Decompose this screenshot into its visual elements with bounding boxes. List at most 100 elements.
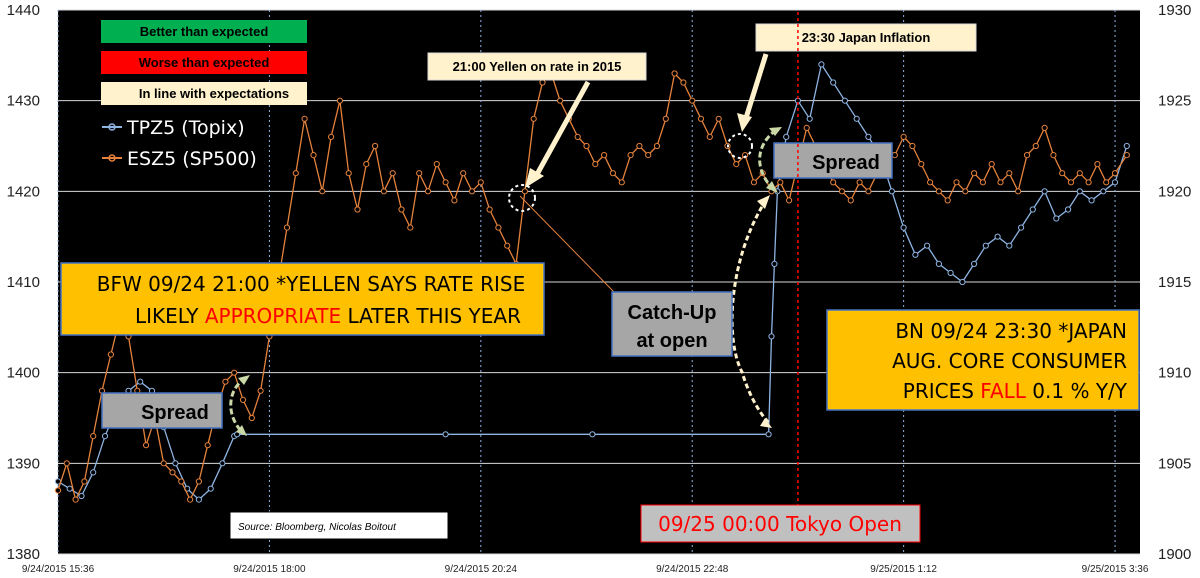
series-point bbox=[841, 97, 849, 104]
series-point bbox=[398, 206, 405, 213]
series-point bbox=[90, 469, 97, 476]
legend-inline-swatch bbox=[101, 82, 307, 105]
japan-event-callout: 23:30 Japan Inflation bbox=[727, 23, 977, 159]
x-tick-label: 9/24/2015 18:00 bbox=[233, 564, 306, 575]
series-point bbox=[777, 179, 784, 186]
series-point bbox=[495, 224, 502, 231]
japan-headline-line1: BN 09/24 23:30 *JAPAN bbox=[895, 319, 1127, 343]
series-point bbox=[680, 79, 687, 86]
series-point bbox=[160, 460, 167, 467]
spread-right-label: Spread bbox=[812, 152, 880, 174]
japan-event-arrow bbox=[743, 53, 769, 119]
source-note: Source: Bloomberg, Nicolas Boitout bbox=[229, 511, 449, 540]
series-point bbox=[1041, 124, 1048, 132]
series-point bbox=[63, 460, 70, 467]
spread-right-box bbox=[773, 142, 893, 179]
series-point bbox=[953, 179, 960, 186]
series-point bbox=[389, 170, 396, 177]
x-tick-label: 9/25/2015 1:12 bbox=[870, 564, 937, 575]
japan-headline-box bbox=[826, 309, 1140, 411]
series-point bbox=[433, 161, 440, 168]
series-point bbox=[771, 260, 778, 267]
left-axis: 1380 1390 1400 1410 1420 1430 1440 bbox=[7, 2, 40, 563]
series-point bbox=[1067, 179, 1075, 186]
left-tick-label: 1440 bbox=[7, 2, 40, 19]
series-point bbox=[618, 179, 625, 186]
series-point bbox=[1050, 152, 1057, 159]
series-point bbox=[187, 496, 194, 503]
series-point bbox=[1041, 188, 1048, 195]
series-point bbox=[636, 142, 643, 150]
series-point bbox=[1103, 179, 1110, 186]
legend-worse-label: Worse than expected bbox=[139, 55, 270, 70]
legend-topix-marker bbox=[108, 123, 116, 131]
spread-right-callout: Spread bbox=[758, 127, 893, 193]
series-point bbox=[583, 142, 590, 150]
yellen-event-arrowhead bbox=[525, 168, 544, 188]
series-point bbox=[1029, 206, 1036, 213]
series-point bbox=[78, 492, 85, 500]
series-point bbox=[979, 179, 987, 186]
series-point bbox=[697, 115, 705, 122]
series-point bbox=[994, 233, 1001, 240]
tokyo-open-label: 09/25 00:00 Tokyo Open bbox=[658, 512, 902, 536]
yellen-headline-line1: BFW 09/24 21:00 *YELLEN SAYS RATE RISE bbox=[97, 272, 525, 296]
series-point bbox=[891, 152, 898, 159]
series-right bbox=[54, 61, 1130, 503]
series-point bbox=[662, 115, 669, 122]
series-point bbox=[292, 170, 299, 177]
x-tick-label: 9/25/2015 3:36 bbox=[1082, 564, 1149, 575]
source-box bbox=[229, 511, 449, 540]
legend-better-label: Better than expected bbox=[140, 24, 269, 39]
series-point bbox=[806, 115, 813, 122]
japan-event-marker bbox=[727, 133, 753, 159]
japan-headline-line3: PRICES FALL 0.1 % Y/Y bbox=[903, 379, 1128, 403]
series-point bbox=[231, 369, 238, 376]
left-tick-label: 1420 bbox=[7, 183, 40, 200]
series-point bbox=[706, 133, 713, 140]
series-point bbox=[733, 161, 740, 168]
series-point bbox=[1094, 161, 1101, 168]
series-point bbox=[818, 61, 825, 68]
series-point bbox=[239, 396, 247, 403]
left-tick-label: 1410 bbox=[7, 274, 40, 291]
japan-headline: BN 09/24 23:30 *JAPAN AUG. CORE CONSUMER… bbox=[826, 309, 1140, 411]
catch-up-line1: Catch-Up bbox=[628, 302, 717, 324]
series-point bbox=[137, 378, 144, 385]
series-point bbox=[1023, 152, 1031, 159]
series-point bbox=[1032, 142, 1039, 150]
series-point bbox=[460, 170, 467, 177]
series-point bbox=[935, 260, 943, 267]
catch-up-line2: at open bbox=[636, 330, 707, 352]
series-point bbox=[988, 161, 995, 168]
yellen-event-arrow bbox=[532, 80, 591, 180]
right-tick-label: 1900 bbox=[1158, 546, 1191, 563]
series-point bbox=[72, 496, 79, 503]
x-axis: 9/24/2015 15:36 9/24/2015 18:00 9/24/2015 … bbox=[22, 564, 1149, 575]
series-point bbox=[671, 70, 678, 77]
series-point bbox=[219, 460, 226, 467]
series-point bbox=[912, 251, 919, 258]
series-point bbox=[997, 179, 1004, 186]
series-point bbox=[101, 433, 109, 440]
x-tick-label: 9/24/2015 22:48 bbox=[656, 564, 729, 575]
series-point bbox=[354, 206, 361, 213]
series-point bbox=[645, 152, 652, 159]
series-point bbox=[900, 133, 907, 140]
series-point bbox=[935, 188, 943, 195]
series-point bbox=[592, 161, 599, 168]
series-point bbox=[81, 478, 88, 485]
series-point bbox=[345, 170, 352, 177]
series-point bbox=[557, 97, 564, 104]
series-point bbox=[248, 414, 255, 422]
series-point bbox=[927, 179, 934, 186]
spread-left-box bbox=[101, 392, 223, 429]
series-point bbox=[601, 152, 608, 159]
series-point bbox=[856, 179, 863, 186]
series-point bbox=[424, 188, 432, 195]
series-point bbox=[172, 460, 179, 467]
series-point bbox=[971, 260, 978, 267]
right-tick-label: 1920 bbox=[1158, 183, 1191, 200]
catch-up-arrowhead-top bbox=[757, 195, 770, 209]
